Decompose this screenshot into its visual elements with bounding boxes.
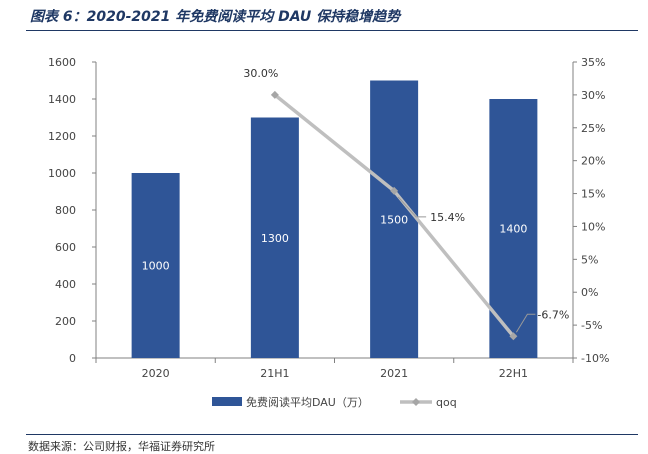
right-tick-label: -10% [581,352,609,365]
bar-series: 1000 1300 1500 1400 [131,80,538,358]
right-tick-label: -5% [581,319,602,332]
bar-data-label: 1000 [142,260,170,273]
bar-data-label: 1300 [261,232,289,245]
right-tick-label: 15% [581,188,605,201]
bar [250,117,299,358]
left-tick-label: 1200 [48,130,76,143]
x-tick-label: 22H1 [499,367,528,380]
left-tick-label: 800 [55,204,76,217]
right-tick-label: 25% [581,122,605,135]
left-tick-label: 400 [55,278,76,291]
left-tick-label: 1600 [48,56,76,69]
left-tick-label: 600 [55,241,76,254]
bar [131,173,180,358]
legend-line-label: qoq [436,396,457,409]
source-note: 数据来源：公司财报，华福证券研究所 [28,440,215,453]
legend-bar-label: 免费阅读平均DAU（万） [246,395,369,409]
x-tick-label: 21H1 [260,367,289,380]
right-tick-label: 10% [581,220,605,233]
qoq-data-label: 15.4% [430,211,465,224]
qoq-point [509,332,518,341]
qoq-point [390,186,399,195]
legend: 免费阅读平均DAU（万） qoq [212,395,457,409]
dau-combo-chart: 0 200 400 600 800 1000 1200 1400 1600 -10% -5% 0% 5%… [48,56,609,409]
right-tick-label: 35% [581,56,605,69]
bar [370,80,419,358]
legend-bar-swatch [212,397,242,406]
qoq-label-leader [515,313,536,333]
right-tick-label: 5% [581,253,598,266]
bar-data-label: 1400 [499,223,527,236]
left-tick-label: 0 [69,352,76,365]
footer-divider [26,434,638,435]
qoq-point [270,90,279,99]
x-tick-label: 2020 [142,367,170,380]
bar-data-label: 1500 [380,213,408,226]
right-tick-label: 0% [581,286,598,299]
left-tick-label: 1400 [48,93,76,106]
chart-title: 图表 6：2020-2021 年免费阅读平均 DAU 保持稳增趋势 [30,9,401,25]
x-tick-label: 2021 [380,367,408,380]
qoq-data-label: 30.0% [243,67,278,80]
qoq-label-leader [397,196,427,218]
left-tick-label: 1000 [48,167,76,180]
legend-line-marker [412,398,420,406]
axes: 0 200 400 600 800 1000 1200 1400 1600 -10% -5% 0% 5%… [48,56,609,380]
left-tick-label: 200 [55,315,76,328]
title-divider [26,30,638,31]
qoq-data-label: -6.7% [537,308,569,321]
line-series: 30.0% 15.4% -6.7% [243,67,569,341]
right-tick-label: 30% [581,89,605,102]
right-tick-label: 20% [581,155,605,168]
